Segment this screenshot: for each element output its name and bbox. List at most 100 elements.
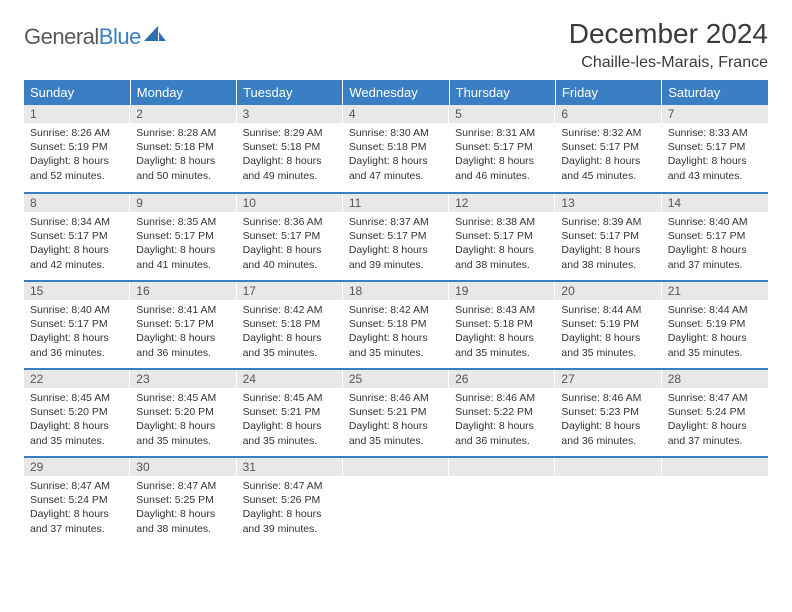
day-number: 14 <box>662 194 768 212</box>
day-content: Sunrise: 8:36 AMSunset: 5:17 PMDaylight:… <box>237 212 343 276</box>
weekday-header: Saturday <box>662 80 768 105</box>
day-content: Sunrise: 8:41 AMSunset: 5:17 PMDaylight:… <box>130 300 236 364</box>
day-number: 20 <box>555 282 661 300</box>
day-number: 8 <box>24 194 130 212</box>
weekday-header: Wednesday <box>343 80 449 105</box>
day-number: 11 <box>343 194 449 212</box>
day-number: 12 <box>449 194 555 212</box>
day-number: 28 <box>662 370 768 388</box>
calendar-day-cell: 2Sunrise: 8:28 AMSunset: 5:18 PMDaylight… <box>130 105 236 193</box>
day-content: Sunrise: 8:31 AMSunset: 5:17 PMDaylight:… <box>449 123 555 187</box>
weekday-header: Sunday <box>24 80 130 105</box>
day-number: 18 <box>343 282 449 300</box>
day-content: Sunrise: 8:30 AMSunset: 5:18 PMDaylight:… <box>343 123 449 187</box>
day-content: Sunrise: 8:34 AMSunset: 5:17 PMDaylight:… <box>24 212 130 276</box>
calendar-day-cell: 31Sunrise: 8:47 AMSunset: 5:26 PMDayligh… <box>237 457 343 545</box>
calendar-body: 1Sunrise: 8:26 AMSunset: 5:19 PMDaylight… <box>24 105 768 545</box>
calendar-day-cell: 4Sunrise: 8:30 AMSunset: 5:18 PMDaylight… <box>343 105 449 193</box>
calendar-empty-cell <box>449 457 555 545</box>
day-content: Sunrise: 8:42 AMSunset: 5:18 PMDaylight:… <box>343 300 449 364</box>
calendar-table: SundayMondayTuesdayWednesdayThursdayFrid… <box>24 80 768 545</box>
calendar-day-cell: 14Sunrise: 8:40 AMSunset: 5:17 PMDayligh… <box>662 193 768 281</box>
calendar-day-cell: 29Sunrise: 8:47 AMSunset: 5:24 PMDayligh… <box>24 457 130 545</box>
day-content: Sunrise: 8:35 AMSunset: 5:17 PMDaylight:… <box>130 212 236 276</box>
day-content: Sunrise: 8:47 AMSunset: 5:25 PMDaylight:… <box>130 476 236 540</box>
calendar-day-cell: 23Sunrise: 8:45 AMSunset: 5:20 PMDayligh… <box>130 369 236 457</box>
day-content: Sunrise: 8:38 AMSunset: 5:17 PMDaylight:… <box>449 212 555 276</box>
day-content: Sunrise: 8:47 AMSunset: 5:26 PMDaylight:… <box>237 476 343 540</box>
day-number <box>555 458 661 476</box>
calendar-day-cell: 18Sunrise: 8:42 AMSunset: 5:18 PMDayligh… <box>343 281 449 369</box>
day-number: 16 <box>130 282 236 300</box>
calendar-day-cell: 26Sunrise: 8:46 AMSunset: 5:22 PMDayligh… <box>449 369 555 457</box>
day-number: 5 <box>449 105 555 123</box>
calendar-day-cell: 20Sunrise: 8:44 AMSunset: 5:19 PMDayligh… <box>555 281 661 369</box>
day-number: 24 <box>237 370 343 388</box>
weekday-header: Friday <box>555 80 661 105</box>
day-number <box>662 458 768 476</box>
calendar-empty-cell <box>555 457 661 545</box>
calendar-day-cell: 6Sunrise: 8:32 AMSunset: 5:17 PMDaylight… <box>555 105 661 193</box>
logo: GeneralBlue <box>24 18 166 50</box>
header: GeneralBlue December 2024 Chaille-les-Ma… <box>24 18 768 72</box>
day-content: Sunrise: 8:33 AMSunset: 5:17 PMDaylight:… <box>662 123 768 187</box>
day-number: 7 <box>662 105 768 123</box>
logo-word2: Blue <box>99 24 141 49</box>
day-content: Sunrise: 8:32 AMSunset: 5:17 PMDaylight:… <box>555 123 661 187</box>
day-number: 31 <box>237 458 343 476</box>
day-content: Sunrise: 8:42 AMSunset: 5:18 PMDaylight:… <box>237 300 343 364</box>
calendar-day-cell: 19Sunrise: 8:43 AMSunset: 5:18 PMDayligh… <box>449 281 555 369</box>
day-content: Sunrise: 8:44 AMSunset: 5:19 PMDaylight:… <box>555 300 661 364</box>
calendar-day-cell: 11Sunrise: 8:37 AMSunset: 5:17 PMDayligh… <box>343 193 449 281</box>
day-number <box>343 458 449 476</box>
day-number: 10 <box>237 194 343 212</box>
day-number: 27 <box>555 370 661 388</box>
day-content: Sunrise: 8:46 AMSunset: 5:22 PMDaylight:… <box>449 388 555 452</box>
day-content: Sunrise: 8:47 AMSunset: 5:24 PMDaylight:… <box>24 476 130 540</box>
logo-text: GeneralBlue <box>24 24 141 50</box>
calendar-row: 8Sunrise: 8:34 AMSunset: 5:17 PMDaylight… <box>24 193 768 281</box>
day-number: 13 <box>555 194 661 212</box>
day-number: 1 <box>24 105 130 123</box>
day-number: 26 <box>449 370 555 388</box>
day-content: Sunrise: 8:29 AMSunset: 5:18 PMDaylight:… <box>237 123 343 187</box>
day-number: 4 <box>343 105 449 123</box>
calendar-day-cell: 10Sunrise: 8:36 AMSunset: 5:17 PMDayligh… <box>237 193 343 281</box>
calendar-day-cell: 1Sunrise: 8:26 AMSunset: 5:19 PMDaylight… <box>24 105 130 193</box>
day-number: 30 <box>130 458 236 476</box>
day-content: Sunrise: 8:40 AMSunset: 5:17 PMDaylight:… <box>662 212 768 276</box>
calendar-day-cell: 8Sunrise: 8:34 AMSunset: 5:17 PMDaylight… <box>24 193 130 281</box>
weekday-header-row: SundayMondayTuesdayWednesdayThursdayFrid… <box>24 80 768 105</box>
calendar-row: 29Sunrise: 8:47 AMSunset: 5:24 PMDayligh… <box>24 457 768 545</box>
day-number: 25 <box>343 370 449 388</box>
calendar-day-cell: 12Sunrise: 8:38 AMSunset: 5:17 PMDayligh… <box>449 193 555 281</box>
calendar-day-cell: 21Sunrise: 8:44 AMSunset: 5:19 PMDayligh… <box>662 281 768 369</box>
weekday-header: Thursday <box>449 80 555 105</box>
day-content: Sunrise: 8:44 AMSunset: 5:19 PMDaylight:… <box>662 300 768 364</box>
day-number <box>449 458 555 476</box>
day-number: 15 <box>24 282 130 300</box>
day-number: 2 <box>130 105 236 123</box>
day-content: Sunrise: 8:46 AMSunset: 5:23 PMDaylight:… <box>555 388 661 452</box>
day-content: Sunrise: 8:45 AMSunset: 5:21 PMDaylight:… <box>237 388 343 452</box>
calendar-day-cell: 5Sunrise: 8:31 AMSunset: 5:17 PMDaylight… <box>449 105 555 193</box>
day-number: 9 <box>130 194 236 212</box>
day-number: 29 <box>24 458 130 476</box>
calendar-day-cell: 30Sunrise: 8:47 AMSunset: 5:25 PMDayligh… <box>130 457 236 545</box>
calendar-day-cell: 27Sunrise: 8:46 AMSunset: 5:23 PMDayligh… <box>555 369 661 457</box>
day-number: 6 <box>555 105 661 123</box>
calendar-row: 1Sunrise: 8:26 AMSunset: 5:19 PMDaylight… <box>24 105 768 193</box>
day-number: 3 <box>237 105 343 123</box>
calendar-day-cell: 9Sunrise: 8:35 AMSunset: 5:17 PMDaylight… <box>130 193 236 281</box>
calendar-row: 15Sunrise: 8:40 AMSunset: 5:17 PMDayligh… <box>24 281 768 369</box>
weekday-header: Monday <box>130 80 236 105</box>
day-content: Sunrise: 8:28 AMSunset: 5:18 PMDaylight:… <box>130 123 236 187</box>
day-content: Sunrise: 8:47 AMSunset: 5:24 PMDaylight:… <box>662 388 768 452</box>
day-content: Sunrise: 8:43 AMSunset: 5:18 PMDaylight:… <box>449 300 555 364</box>
calendar-day-cell: 22Sunrise: 8:45 AMSunset: 5:20 PMDayligh… <box>24 369 130 457</box>
logo-sail-icon <box>144 26 166 44</box>
calendar-row: 22Sunrise: 8:45 AMSunset: 5:20 PMDayligh… <box>24 369 768 457</box>
month-title: December 2024 <box>569 18 768 50</box>
calendar-empty-cell <box>662 457 768 545</box>
calendar-day-cell: 16Sunrise: 8:41 AMSunset: 5:17 PMDayligh… <box>130 281 236 369</box>
